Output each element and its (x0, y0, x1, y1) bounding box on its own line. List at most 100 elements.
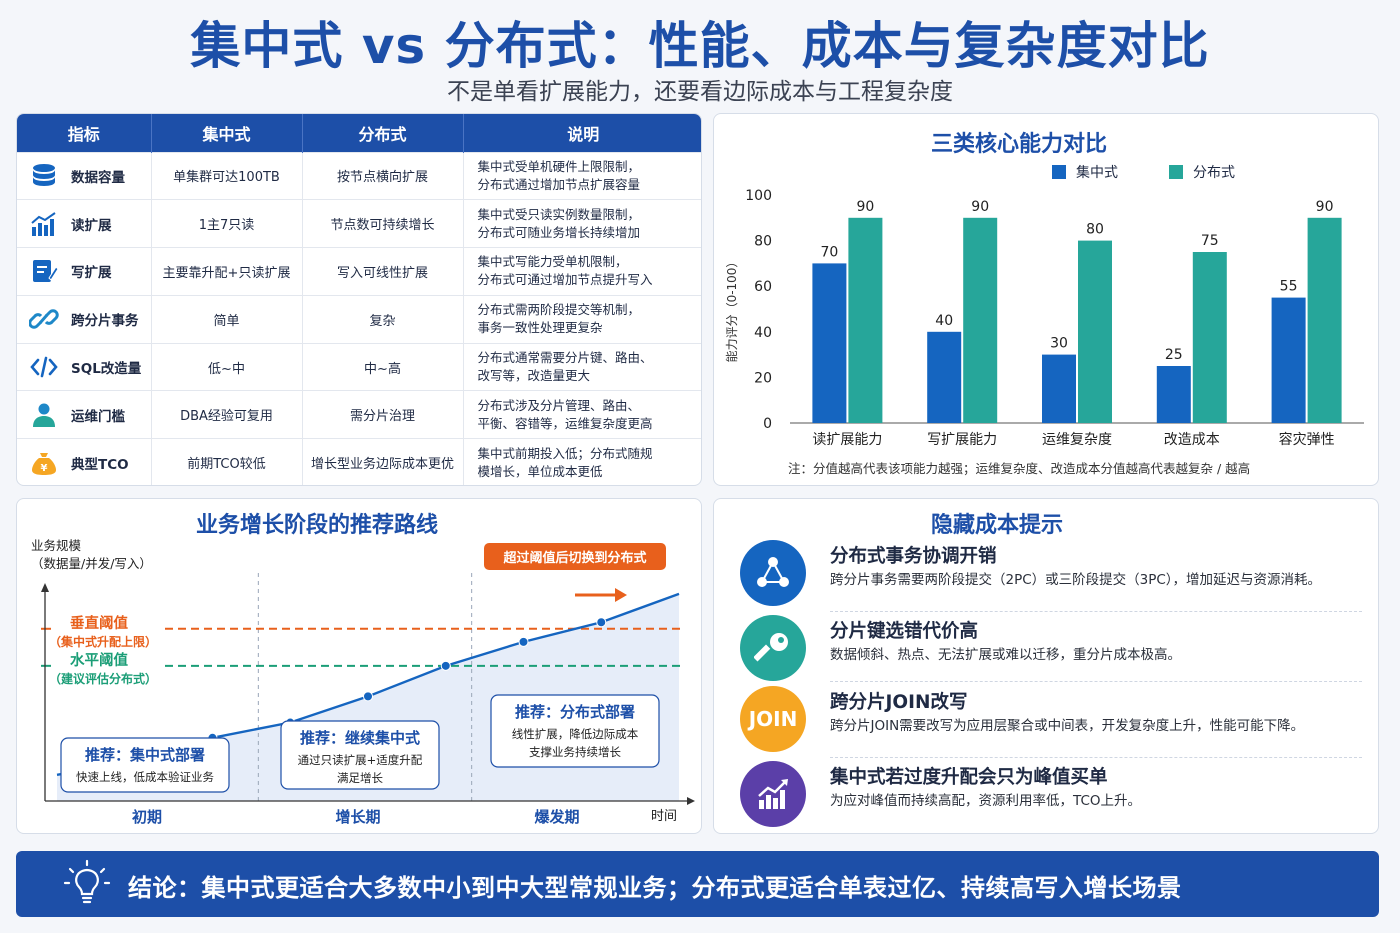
hidden-cost-title: 隐藏成本提示 (930, 513, 1063, 538)
y-axis-label-line1: 业务规模 (31, 538, 82, 553)
bar-distributed (1192, 252, 1227, 423)
header-metric: 指标 (17, 114, 152, 152)
network-icon (740, 540, 806, 606)
growth-point (440, 660, 451, 671)
bar-value-label: 30 (1050, 336, 1068, 352)
table-row: 跨分片事务 简单 复杂 分布式需两阶段提交等机制， 事务一致性处理更复杂 (17, 294, 701, 344)
bar-central (927, 331, 962, 423)
callout-arrow-head (615, 588, 627, 602)
hidden-cost-heading: 分片键选错代价高 (830, 621, 979, 642)
recommend-box (490, 694, 660, 768)
svg-text:¥: ¥ (41, 463, 48, 474)
metric-cell: ¥ 典型TCO (17, 438, 152, 485)
note-cell: 集中式受只读实例数量限制， 分布式可随业务增长持续增加 (463, 199, 701, 248)
conclusion-banner: 结论：集中式更适合大多数中小到中大型常规业务；分布式更适合单表过亿、持续高写入增… (16, 851, 1379, 917)
legend-swatch-distributed (1169, 165, 1183, 179)
distributed-cell: 中~高 (302, 342, 464, 391)
x-axis-label: 时间 (651, 809, 677, 824)
y-axis-arrow (41, 583, 49, 592)
y-tick-label: 100 (745, 188, 772, 204)
table-row: 数据容量 单集群可达100TB 按节点横向扩展 集中式受单机硬件上限限制， 分布式通过增… (17, 151, 701, 200)
divider (830, 757, 1362, 758)
metric-cell: 跨分片事务 (17, 294, 152, 344)
central-cell: 前期TCO较低 (151, 438, 303, 485)
recommend-box-title: 推荐：集中式部署 (85, 746, 205, 764)
lightbulb-icon (63, 859, 111, 904)
bar-value-label: 40 (935, 313, 953, 329)
money-bag-icon: ¥ (29, 450, 59, 476)
central-cell: 低~中 (151, 342, 303, 391)
threshold-label: 垂直阈值 (70, 614, 128, 632)
legend-label-distributed: 分布式 (1193, 165, 1235, 181)
hidden-cost-description: 跨分片事务需要两阶段提交（2PC）或三阶段提交（3PC），增加延迟与资源消耗。 (830, 572, 1322, 588)
callout-box (484, 543, 666, 570)
bar-central (1042, 354, 1076, 423)
central-cell: 1主7只读 (151, 199, 303, 248)
y-axis-label: 能力评分（0-100） (725, 256, 739, 363)
bar-value-label: 25 (1165, 347, 1183, 363)
note-cell: 分布式需两阶段提交等机制， 事务一致性处理更复杂 (463, 294, 701, 344)
y-tick-label: 20 (754, 370, 772, 386)
page-subtitle: 不是单看扩展能力，还要看边际成本与工程复杂度 (447, 79, 953, 105)
recommend-box-title: 推荐：分布式部署 (515, 703, 635, 721)
edit-icon (29, 258, 59, 284)
threshold-label: 水平阈值 (70, 651, 128, 669)
table-header-row: 指标 集中式 分布式 说明 (17, 114, 701, 152)
distributed-cell: 按节点横向扩展 (302, 151, 464, 200)
bar-central (1271, 297, 1306, 423)
note-cell: 集中式受单机硬件上限限制， 分布式通过增加节点扩展容量 (463, 151, 701, 200)
note-cell: 集中式写能力受单机限制， 分布式可通过增加节点提升写入 (463, 247, 701, 296)
note-line-2: 分布式可通过增加节点提升写入 (477, 272, 653, 288)
note-line-2: 平衡、容错等，运维复杂度更高 (477, 415, 653, 431)
legend-label-central: 集中式 (1076, 165, 1118, 181)
x-tick-label: 运维复杂度 (1042, 431, 1112, 448)
conclusion-text: 结论：集中式更适合大多数中小到中大型常规业务；分布式更适合单表过亿、持续高写入增… (128, 874, 1182, 902)
note-cell: 集中式前期投入低；分布式随规 模增长，单位成本更低 (463, 438, 701, 485)
hidden-cost-heading: 分布式事务协调开销 (830, 546, 997, 567)
recommend-box-line1: 快速上线，低成本验证业务 (76, 770, 214, 784)
growth-point (363, 691, 373, 702)
legend-item-distributed: 分布式 (1169, 162, 1235, 182)
x-tick-label: 改造成本 (1164, 432, 1220, 448)
bar-value-label: 90 (1316, 199, 1334, 215)
x-tick-label: 容灾弹性 (1279, 431, 1335, 448)
bar-chart-icon (29, 211, 59, 237)
note-line-2: 改写等，改造量更大 (477, 368, 591, 384)
table-row: 运维门槛 DBA经验可复用 需分片治理 分布式涉及分片管理、路由、 平衡、容错等，运维复… (17, 390, 701, 439)
header-distributed: 分布式 (302, 114, 464, 152)
distributed-cell: 增长型业务边际成本更优 (302, 438, 464, 485)
recommend-box-line1: 线性扩展，降低边际成本 (512, 727, 639, 741)
growth-point (596, 617, 607, 628)
threshold-sublabel: （建议评估分布式） (49, 671, 157, 686)
growth-route-panel: 业务增长阶段的推荐路线 垂直阈值 （集中式升配上限） 水平阈值 （建议评估分布式） 业务… (16, 498, 702, 834)
bar-central (1156, 366, 1191, 423)
y-tick-label: 60 (754, 279, 772, 295)
y-axis-label-line2: （数据量/并发/写入） (31, 556, 152, 571)
note-line-2: 模增长，单位成本更低 (477, 463, 603, 479)
callout-text: 超过阈值后切换到分布式 (503, 550, 646, 566)
metric-label: 写扩展 (71, 265, 112, 282)
stage-label: 增长期 (335, 808, 380, 826)
divider (830, 611, 1362, 612)
bar-value-label: 75 (1201, 233, 1219, 249)
bar-value-label: 80 (1086, 222, 1104, 238)
capability-bar-chart-panel: 三类核心能力对比 集中式 分布式 0 20 40 60 80 100 能力评分（0-100）… (713, 113, 1379, 486)
code-icon (29, 354, 59, 380)
x-axis-arrow (687, 797, 695, 805)
metric-label: 典型TCO (71, 456, 129, 473)
note-line-1: 集中式写能力受单机限制， (477, 254, 628, 270)
bar-chart: 0 20 40 60 80 100 能力评分（0-100） 70 90 读扩展能力 40 90 写扩展能… (725, 188, 1364, 448)
growth-chart-title: 业务增长阶段的推荐路线 (195, 513, 438, 538)
table-row: SQL改造量 低~中 中~高 分布式通常需要分片键、路由、 改写等，改造量更大 (17, 342, 701, 391)
bar-value-label: 55 (1280, 279, 1298, 295)
join-icon-label: JOIN (748, 707, 798, 731)
bar-chart-note: 注：分值越高代表该项能力越强；运维复杂度、改造成本分值越高代表越复杂 / 越高 (788, 461, 1251, 476)
note-line-1: 集中式受单机硬件上限限制， (477, 158, 641, 174)
hidden-cost-description: 数据倾斜、热点、无法扩展或难以迁移，重分片成本极高。 (830, 647, 1181, 663)
hidden-cost-description: 为应对峰值而持续高配，资源利用率低，TCO上升。 (830, 793, 1142, 809)
link-icon (28, 306, 59, 332)
key-icon (740, 615, 806, 681)
x-tick-label: 读扩展能力 (812, 431, 882, 448)
note-line-2: 分布式通过增加节点扩展容量 (477, 176, 641, 192)
note-line-2: 分布式可随业务增长持续增加 (477, 224, 641, 240)
